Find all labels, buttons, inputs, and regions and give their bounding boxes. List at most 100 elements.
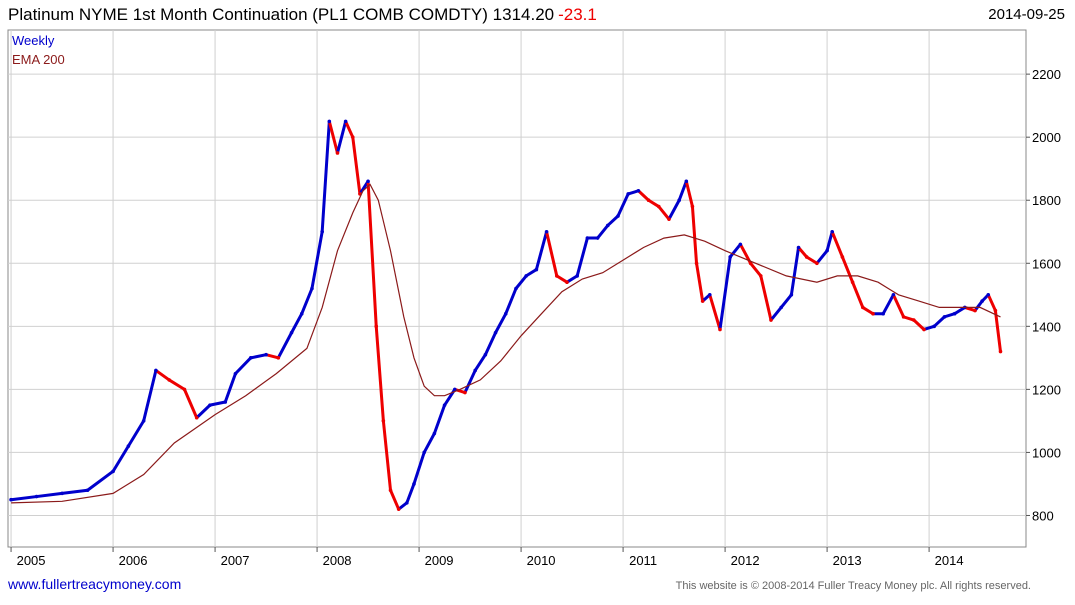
y-tick-label: 1600 xyxy=(1032,256,1061,271)
weekly-point xyxy=(310,286,314,291)
weekly-point xyxy=(111,469,115,474)
weekly-segment xyxy=(290,312,304,335)
weekly-point xyxy=(796,245,801,250)
weekly-point xyxy=(320,229,324,234)
weekly-point xyxy=(707,293,712,297)
weekly-segment xyxy=(545,230,559,278)
weekly-segment xyxy=(797,246,809,259)
x-tick-label: 2012 xyxy=(731,553,760,568)
legend-ema-200: EMA 200 xyxy=(12,52,65,67)
y-tick-label: 1400 xyxy=(1032,319,1061,334)
legend: Weekly EMA 200 xyxy=(12,33,65,67)
copyright-text: This website is © 2008-2014 Fuller Treac… xyxy=(675,580,1031,592)
weekly-segment xyxy=(953,305,967,316)
weekly-point xyxy=(825,248,829,253)
weekly-point xyxy=(544,229,549,234)
weekly-point xyxy=(335,151,340,155)
weekly-segment xyxy=(647,198,661,209)
weekly-segment xyxy=(432,403,447,436)
weekly-segment xyxy=(366,179,378,328)
weekly-segment xyxy=(412,450,426,486)
weekly-segment xyxy=(851,280,865,309)
weekly-point xyxy=(986,293,991,297)
weekly-segment xyxy=(534,230,549,272)
weekly-point xyxy=(998,349,1003,354)
weekly-point xyxy=(388,488,393,493)
weekly-point xyxy=(276,356,281,360)
weekly-segment xyxy=(463,368,477,395)
weekly-segment xyxy=(759,274,773,322)
weekly-point xyxy=(264,352,268,357)
weekly-segment xyxy=(208,400,227,407)
weekly-point xyxy=(881,311,885,316)
weekly-segment xyxy=(881,293,895,316)
y-tick-label: 1800 xyxy=(1032,193,1061,208)
weekly-segment xyxy=(300,287,314,316)
weekly-point xyxy=(575,274,579,278)
weekly-segment xyxy=(142,368,158,423)
weekly-point xyxy=(860,305,865,310)
weekly-point xyxy=(891,293,896,297)
weekly-point xyxy=(840,255,845,259)
weekly-point xyxy=(605,223,610,228)
weekly-point xyxy=(167,378,171,382)
weekly-point xyxy=(554,274,559,278)
weekly-segment xyxy=(182,387,199,420)
weekly-segment xyxy=(327,119,339,155)
weekly-point xyxy=(194,415,199,420)
title-text: Platinum NYME 1st Month Continuation (PL… xyxy=(8,5,555,24)
weekly-point xyxy=(684,179,689,184)
weekly-segment xyxy=(728,242,742,259)
weekly-point xyxy=(34,494,39,499)
weekly-point xyxy=(922,327,926,332)
website-link[interactable]: www.fullertreacymoney.com xyxy=(8,576,182,592)
weekly-point xyxy=(850,280,855,284)
weekly-segment xyxy=(494,312,508,335)
weekly-point xyxy=(396,507,401,511)
weekly-point xyxy=(667,217,671,221)
grid-lines xyxy=(8,30,1026,547)
weekly-point xyxy=(299,311,304,316)
weekly-point xyxy=(758,274,763,278)
chart-title: Platinum NYME 1st Month Continuation (PL… xyxy=(8,5,597,25)
weekly-segment xyxy=(677,179,688,202)
weekly-segment xyxy=(514,274,528,290)
weekly-segment xyxy=(779,293,793,309)
weekly-point xyxy=(503,311,508,316)
weekly-point xyxy=(289,330,294,335)
x-tick-label: 2008 xyxy=(323,553,352,568)
weekly-point xyxy=(493,330,498,335)
weekly-segment xyxy=(690,205,699,265)
weekly-point xyxy=(524,274,528,278)
weekly-point xyxy=(789,293,794,297)
weekly-segment xyxy=(986,293,997,313)
weekly-segment xyxy=(264,353,280,360)
weekly-segment xyxy=(616,192,630,218)
weekly-segment xyxy=(596,223,610,240)
weekly-point xyxy=(942,315,947,319)
weekly-segment xyxy=(657,205,671,221)
weekly-point xyxy=(85,488,90,493)
weekly-point xyxy=(779,305,783,310)
weekly-point xyxy=(432,431,437,436)
weekly-segment xyxy=(718,255,732,331)
weekly-point xyxy=(911,318,916,322)
weekly-segment xyxy=(374,324,385,423)
weekly-segment xyxy=(335,119,348,155)
weekly-point xyxy=(694,261,699,266)
weekly-point xyxy=(514,286,518,291)
weekly-segment xyxy=(815,249,829,265)
price-bars xyxy=(9,119,1003,511)
weekly-segment xyxy=(504,287,518,316)
weekly-segment xyxy=(565,274,579,284)
weekly-segment xyxy=(344,119,355,139)
weekly-point xyxy=(223,400,228,404)
weekly-segment xyxy=(973,299,984,313)
x-tick-label: 2009 xyxy=(425,553,454,568)
weekly-point xyxy=(473,368,477,373)
y-tick-label: 1000 xyxy=(1032,445,1061,460)
weekly-segment xyxy=(249,353,268,360)
weekly-segment xyxy=(126,419,146,448)
weekly-segment xyxy=(422,432,436,454)
